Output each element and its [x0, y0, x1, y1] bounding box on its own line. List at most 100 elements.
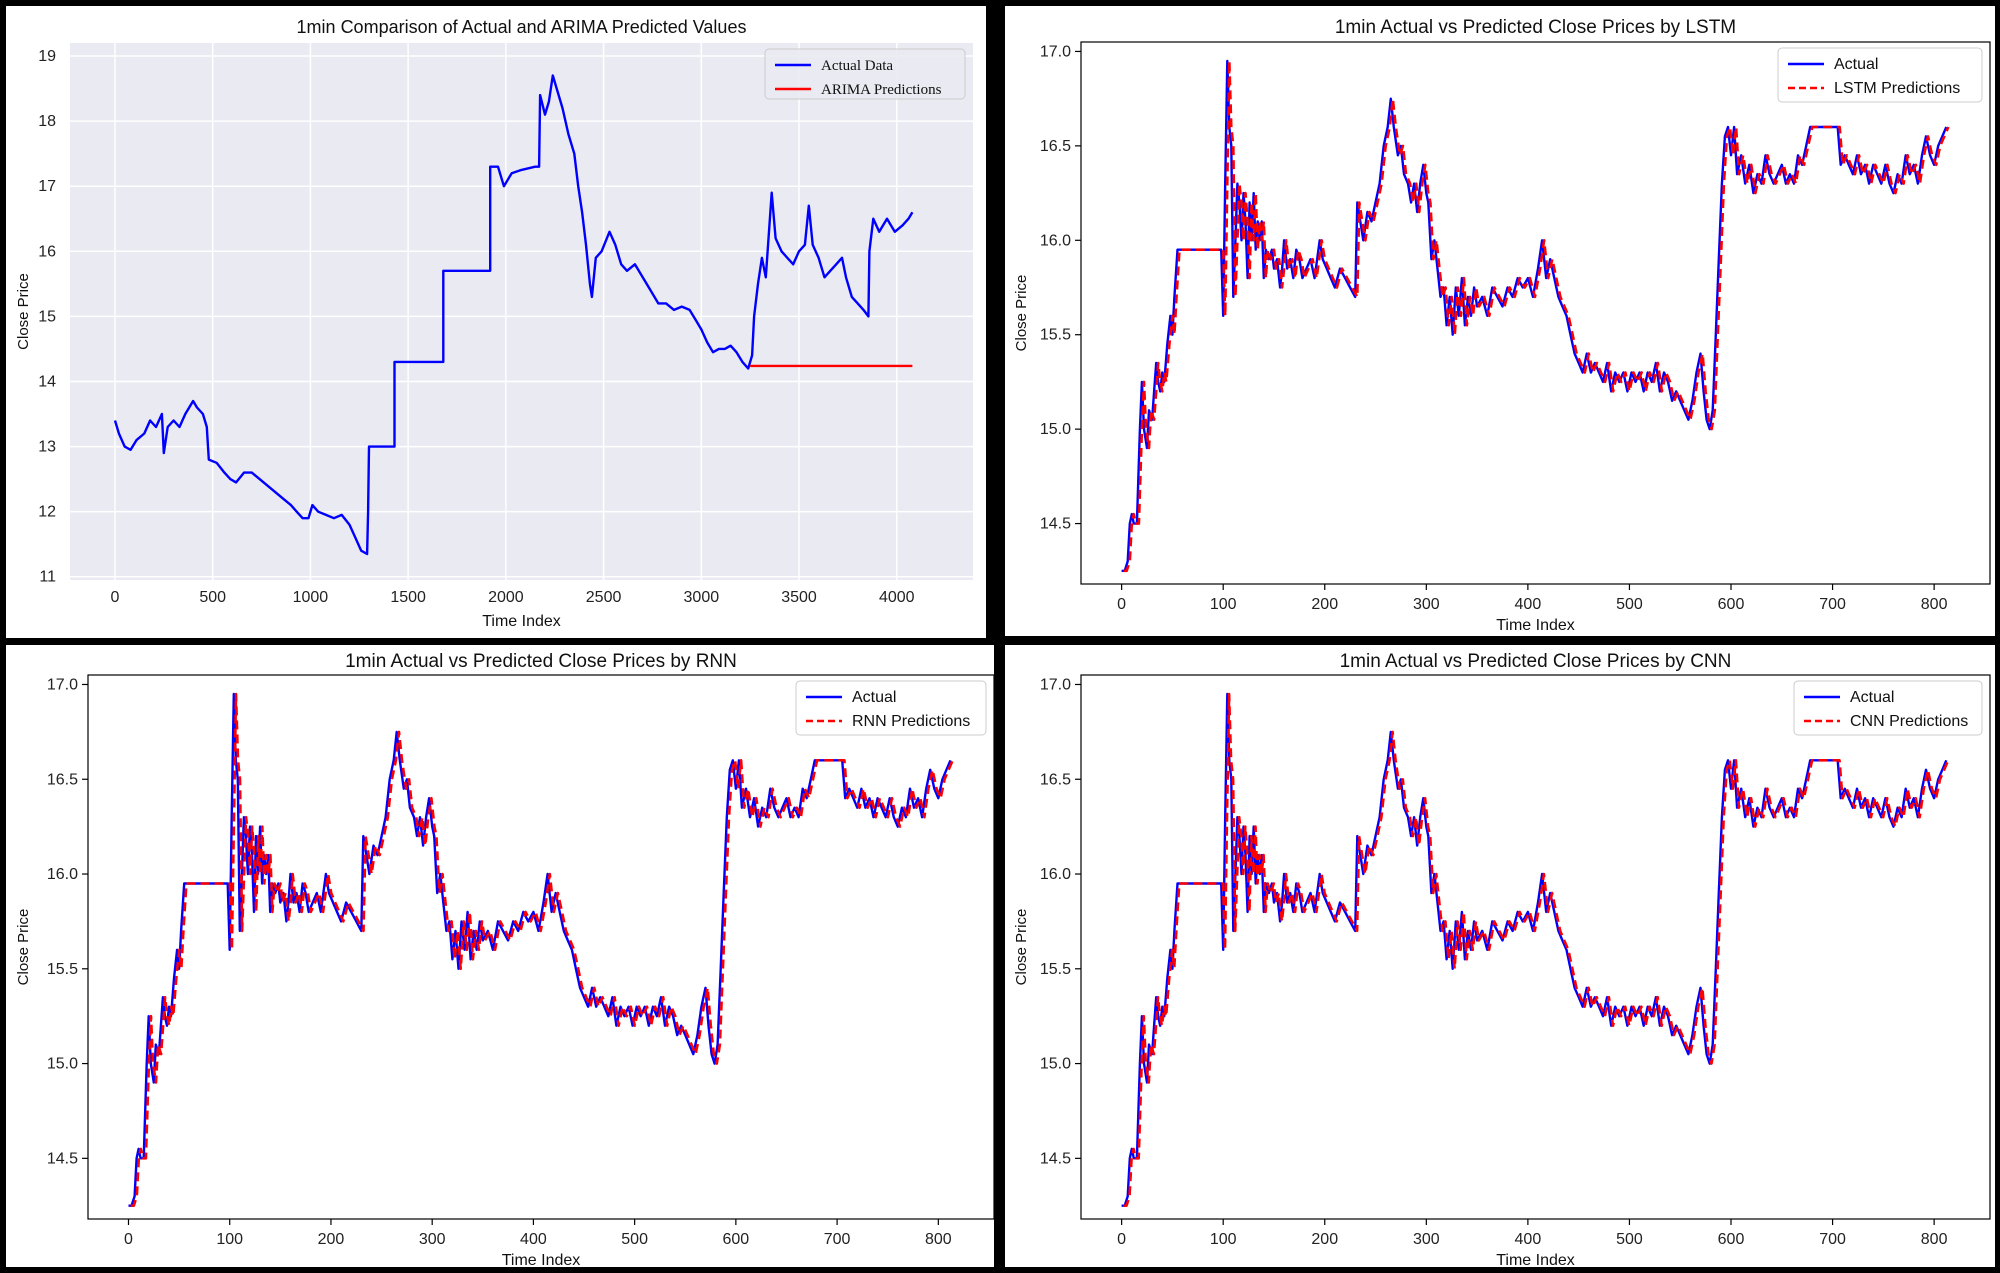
x-tick-label: 300	[419, 1231, 446, 1248]
x-tick-label: 800	[1921, 596, 1948, 613]
x-tick-label: 600	[723, 1231, 750, 1248]
x-tick-label: 2500	[586, 589, 622, 606]
y-tick-label: 15.0	[1040, 421, 1071, 438]
x-tick-label: 800	[1921, 1231, 1948, 1248]
y-tick-label: 14	[38, 373, 56, 390]
y-tick-label: 17.0	[1040, 43, 1071, 60]
x-tick-label: 700	[1819, 596, 1846, 613]
x-tick-label: 2000	[488, 589, 524, 606]
legend-box	[1777, 47, 1983, 103]
y-tick-label: 15.0	[47, 1056, 78, 1073]
chart-title: 1min Actual vs Predicted Close Prices by…	[345, 651, 737, 672]
plot-area	[70, 43, 973, 580]
plot-area	[1080, 674, 1991, 1220]
chart-title: 1min Actual vs Predicted Close Prices by…	[1335, 17, 1736, 38]
y-tick-label: 17	[38, 178, 56, 195]
legend-label: CNN Predictions	[1850, 713, 1968, 730]
chart-title: 1min Actual vs Predicted Close Prices by…	[1340, 651, 1732, 672]
x-tick-label: 100	[1210, 596, 1237, 613]
x-tick-label: 0	[1117, 1231, 1126, 1248]
x-tick-label: 0	[111, 589, 120, 606]
x-axis-label: Time Index	[1496, 617, 1575, 634]
legend-box	[1793, 680, 1983, 736]
plot-area	[1080, 41, 1991, 585]
legend-label: LSTM Predictions	[1834, 80, 1960, 97]
legend-label: Actual	[1850, 689, 1894, 706]
x-tick-label: 300	[1413, 596, 1440, 613]
legend-box	[795, 680, 987, 736]
arima-panel: 0 500 1000 1500 2000 2500 3000 3500 4000 11 12 13 14…	[6, 6, 986, 638]
legend-label: Actual	[852, 689, 896, 706]
x-tick-label: 600	[1718, 596, 1745, 613]
x-tick-label: 800	[925, 1231, 952, 1248]
rnn-chart: 0 100 200 300 400 500 600 700 800 14.5 15.0 15.5 16.…	[15, 651, 995, 1269]
predicted-series-line	[1123, 59, 1950, 573]
legend-box	[764, 48, 966, 100]
arima-chart: 0 500 1000 1500 2000 2500 3000 3500 4000 11 12 13 14…	[15, 17, 973, 630]
y-tick-label: 16.5	[47, 771, 78, 788]
x-tick-label: 1000	[293, 589, 329, 606]
x-tick-label: 700	[824, 1231, 851, 1248]
x-tick-label: 200	[318, 1231, 345, 1248]
y-tick-label: 16.0	[47, 866, 78, 883]
y-tick-label: 19	[38, 48, 56, 65]
cnn-chart: 0 100 200 300 400 500 600 700 800 14.5 15.0 15.5 16.…	[1013, 651, 1991, 1269]
x-tick-label: 200	[1311, 1231, 1338, 1248]
rnn-panel: 0 100 200 300 400 500 600 700 800 14.5 15.0 15.5 16.…	[6, 645, 995, 1269]
y-axis-label: Close Price	[15, 273, 32, 350]
cnn-panel: 0 100 200 300 400 500 600 700 800 14.5 15.0 15.5 16.…	[1005, 645, 1995, 1269]
lstm-panel: 0 100 200 300 400 500 600 700 800 14.5 15.0 15.5 16.…	[1005, 6, 1995, 636]
x-tick-label: 0	[1117, 596, 1126, 613]
x-tick-label: 600	[1718, 1231, 1745, 1248]
legend-label: Actual	[1834, 56, 1878, 73]
x-axis-label: Time Index	[1496, 1252, 1575, 1267]
y-tick-label: 11	[39, 569, 56, 586]
x-axis-label: Time Index	[482, 613, 561, 630]
y-tick-label: 17.0	[47, 676, 78, 693]
x-tick-label: 500	[1616, 1231, 1643, 1248]
x-tick-label: 500	[621, 1231, 648, 1248]
x-tick-label: 700	[1819, 1231, 1846, 1248]
y-axis-label: Close Price	[1013, 275, 1030, 352]
y-tick-label: 16.0	[1040, 232, 1071, 249]
x-tick-label: 500	[1616, 596, 1643, 613]
y-tick-label: 13	[38, 439, 56, 456]
x-tick-label: 0	[124, 1231, 133, 1248]
y-tick-label: 15	[38, 308, 56, 325]
y-tick-label: 16.5	[1040, 771, 1071, 788]
x-tick-label: 100	[1210, 1231, 1237, 1248]
x-tick-label: 500	[199, 589, 226, 606]
legend-label: RNN Predictions	[852, 713, 970, 730]
x-tick-label: 400	[1515, 596, 1542, 613]
predicted-series-line	[1123, 692, 1950, 1207]
actual-series-line	[113, 74, 914, 556]
y-tick-label: 15.5	[1040, 961, 1071, 978]
y-tick-label: 18	[38, 113, 56, 130]
chart-title: 1min Comparison of Actual and ARIMA Pred…	[297, 17, 747, 37]
x-tick-label: 400	[520, 1231, 547, 1248]
y-tick-label: 15.5	[47, 961, 78, 978]
lstm-chart: 0 100 200 300 400 500 600 700 800 14.5 15.0 15.5 16.…	[1013, 17, 1991, 634]
y-tick-label: 14.5	[1040, 516, 1071, 533]
y-tick-label: 15.0	[1040, 1056, 1071, 1073]
x-tick-label: 3500	[781, 589, 817, 606]
y-axis-label: Close Price	[1013, 909, 1030, 986]
y-tick-label: 16	[38, 243, 56, 260]
x-tick-label: 1500	[390, 589, 426, 606]
y-tick-label: 12	[38, 504, 56, 521]
plot-area	[87, 674, 995, 1220]
x-axis-label: Time Index	[502, 1252, 581, 1267]
legend-label: Actual Data	[821, 58, 893, 74]
legend-label: ARIMA Predictions	[821, 82, 942, 98]
y-tick-label: 14.5	[47, 1150, 78, 1167]
x-tick-label: 300	[1413, 1231, 1440, 1248]
x-tick-label: 3000	[684, 589, 720, 606]
y-tick-label: 14.5	[1040, 1150, 1071, 1167]
y-tick-label: 15.5	[1040, 327, 1071, 344]
y-tick-label: 16.0	[1040, 866, 1071, 883]
x-tick-label: 100	[216, 1231, 243, 1248]
x-tick-label: 200	[1311, 596, 1338, 613]
y-tick-label: 16.5	[1040, 138, 1071, 155]
x-tick-label: 4000	[879, 589, 915, 606]
y-axis-label: Close Price	[15, 909, 32, 986]
